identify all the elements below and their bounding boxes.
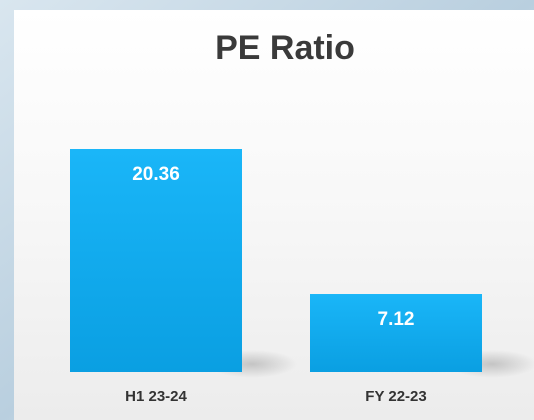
data-label: 20.36 [132,164,180,185]
bar [310,294,482,372]
chart-title: PE Ratio [215,29,355,67]
x-tick-label: H1 23-24 [125,388,187,405]
x-tick-label: FY 22-23 [365,388,426,405]
bar [70,149,242,372]
data-label: 7.12 [378,309,415,330]
